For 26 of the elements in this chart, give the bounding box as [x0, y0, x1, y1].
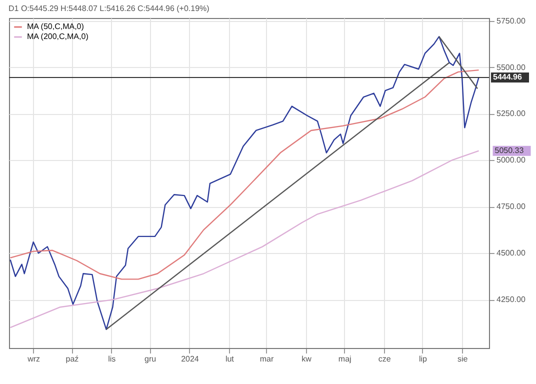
x-tick-label: wrz	[26, 354, 40, 364]
x-tick-label: cze	[378, 354, 392, 364]
x-tick-label: lut	[225, 354, 235, 364]
y-tick-label: 4250.00	[496, 295, 526, 304]
x-tick-label: paź	[66, 354, 79, 364]
chart-title: D1 O:5445.29 H:5448.07 L:5416.26 C:5444.96 (+0.19%)	[8, 4, 210, 13]
x-tick-label: maj	[338, 354, 352, 364]
legend-label: MA (200,C,MA,0)	[27, 32, 89, 41]
y-tick-label: 5250.00	[496, 109, 526, 118]
y-tick-label: 5750.00	[496, 16, 526, 26]
y-tick-label: 5500.00	[496, 62, 526, 72]
legend-label: MA (50,C,MA,0)	[27, 22, 84, 31]
line-series	[10, 69, 480, 280]
x-tick-label: sie	[458, 354, 468, 364]
x-tick-label: gru	[144, 354, 156, 364]
annotation: 5050.33	[494, 146, 524, 155]
y-tick-label: 5000.00	[496, 156, 526, 165]
ref-line-label: 5444.96	[493, 72, 522, 82]
x-tick-label: mar	[260, 354, 274, 364]
x-tick-label: lis	[108, 354, 116, 364]
x-tick-label: 2024	[181, 354, 200, 364]
line-series	[10, 150, 480, 328]
y-tick-label: 4500.00	[496, 248, 526, 258]
y-tick-label: 4750.00	[496, 202, 526, 212]
x-tick-label: kw	[302, 354, 312, 364]
x-tick-label: lip	[418, 354, 428, 364]
